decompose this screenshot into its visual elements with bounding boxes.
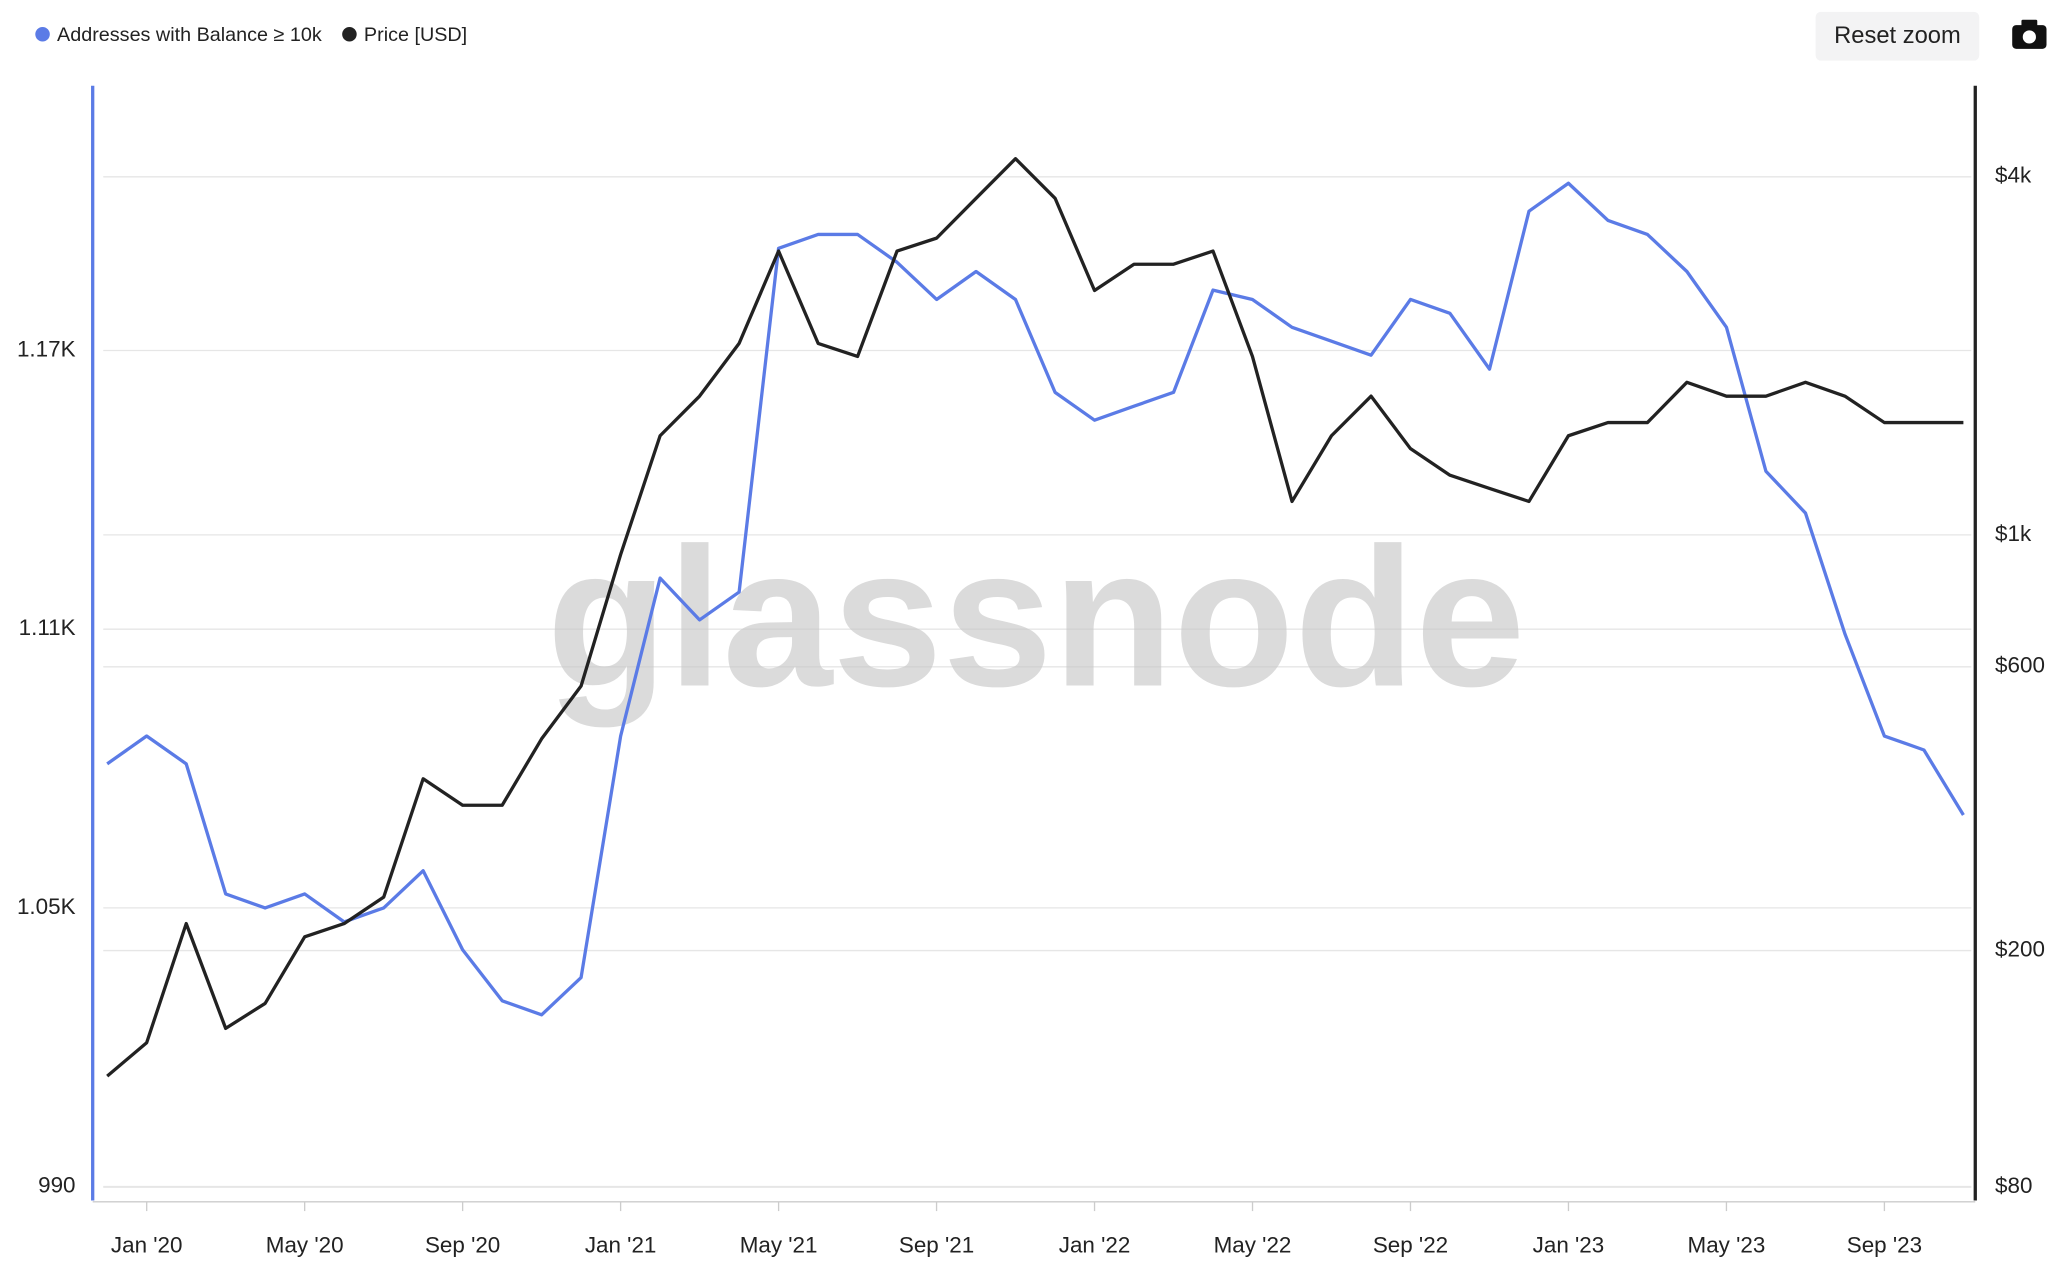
legend-marker bbox=[342, 27, 357, 42]
button-background[interactable] bbox=[1815, 11, 1980, 61]
legend-marker bbox=[35, 27, 50, 42]
series-line bbox=[106, 181, 1965, 1017]
x-tick-label: Sep '22 bbox=[1373, 1233, 1448, 1258]
y2-tick-label: $200 bbox=[1995, 937, 2045, 962]
x-tick-label: May '23 bbox=[1688, 1233, 1766, 1258]
y-tick-label: 1.17K bbox=[17, 336, 76, 361]
camera-top[interactable] bbox=[2021, 19, 2038, 28]
y-tick-label: 1.11K bbox=[19, 615, 76, 640]
camera-icon[interactable] bbox=[2012, 19, 2047, 49]
y2-tick-label: $1k bbox=[1995, 521, 2032, 546]
x-tick-label: Sep '20 bbox=[425, 1233, 500, 1258]
watermark: glassnode bbox=[547, 507, 1526, 728]
x-tick-label: May '20 bbox=[266, 1233, 344, 1258]
y2-tick-label: $80 bbox=[1995, 1173, 2032, 1198]
x-tick-label: Jan '20 bbox=[111, 1233, 183, 1258]
x-tick-label: Jan '21 bbox=[585, 1233, 657, 1258]
reset-zoom-button[interactable]: Reset zoom bbox=[1815, 11, 1980, 61]
series-line bbox=[106, 157, 1964, 1078]
x-tick-label: Sep '23 bbox=[1847, 1233, 1922, 1258]
x-tick-label: May '21 bbox=[740, 1233, 818, 1258]
y2-tick-label: $600 bbox=[1995, 653, 2045, 678]
legend-label: Addresses with Balance ≥ 10k bbox=[57, 24, 322, 46]
legend-label: Price [USD] bbox=[364, 24, 467, 46]
x-tick-label: Jan '22 bbox=[1059, 1233, 1131, 1258]
x-tick-label: May '22 bbox=[1214, 1233, 1292, 1258]
x-tick-label: Sep '21 bbox=[899, 1233, 974, 1258]
y-tick-label: 1.05K bbox=[17, 894, 76, 919]
button-label[interactable]: Reset zoom bbox=[1834, 23, 1961, 49]
camera-lens[interactable] bbox=[2022, 30, 2036, 44]
x-tick-label: Jan '23 bbox=[1533, 1233, 1605, 1258]
y-tick-label: 990 bbox=[38, 1173, 75, 1198]
y2-tick-label: $4k bbox=[1995, 163, 2032, 188]
